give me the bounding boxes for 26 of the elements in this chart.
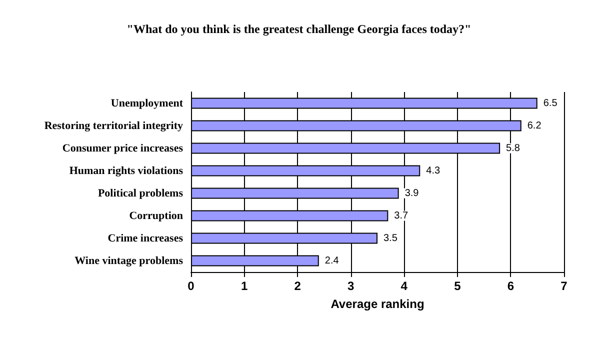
x-tick-label: 5 [454, 279, 462, 293]
data-label: 3.5 [384, 232, 398, 244]
data-label: 4.3 [426, 165, 440, 176]
x-tick-label: 3 [348, 279, 355, 293]
data-label: 6.2 [527, 120, 542, 132]
y-tick-label: Human rights violations [69, 164, 184, 177]
data-label: 6.5 [543, 98, 558, 109]
x-axis-title: Average ranking [330, 297, 424, 311]
chart-title: "What do you think is the greatest challenge Georgia faces today?" [126, 22, 472, 36]
data-label: 3.9 [404, 188, 420, 199]
x-tick-label: 2 [294, 279, 302, 293]
x-tick-label: 1 [240, 279, 248, 293]
y-tick-label: Crime increases [108, 232, 184, 244]
x-tick-label: 6 [507, 279, 514, 293]
data-label: 5.8 [506, 142, 520, 154]
data-label: 3.7 [394, 210, 408, 222]
x-tick-label: 7 [560, 279, 568, 293]
y-tick-label: Political problems [98, 187, 184, 200]
x-tick-label: 4 [400, 279, 408, 293]
x-tick-label: 0 [188, 279, 195, 293]
data-label: 2.4 [324, 255, 340, 266]
y-tick-label: Consumer price increases [62, 142, 184, 154]
y-tick-label: Wine vintage problems [74, 254, 184, 267]
y-tick-label: Unemployment [110, 97, 184, 110]
y-tick-label: Restoring territorial integrity [44, 120, 184, 132]
y-tick-label: Corruption [129, 210, 183, 222]
